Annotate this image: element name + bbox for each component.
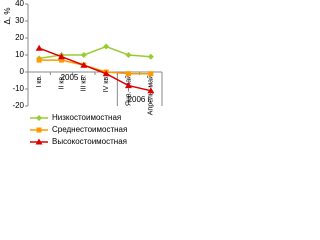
chart: Δ, % -20 -10 0 10 20 30 40 I кв. II кв. III кв. IV… [3,0,163,146]
point [80,61,88,68]
series-line [38,47,152,92]
y-tick-label: -10 [12,84,24,93]
y-tick-label: 30 [15,16,24,25]
point [147,53,154,60]
legend-label: Низкостоимостная [52,113,121,122]
point [148,71,154,77]
legend-label: Высокостоимостная [52,137,127,146]
point [35,138,43,145]
x-tick-label: Янв.–май [124,75,132,106]
point [36,115,42,121]
point [103,43,110,50]
point [102,70,110,77]
point [126,71,131,77]
y-tick-label: 10 [15,50,24,59]
point [125,82,132,89]
y-tick-label: 0 [20,67,25,76]
x-tick-label: Апрель–май [147,75,155,115]
x-tick-label: I кв. [36,75,43,88]
point [125,52,132,58]
group-label: 2006 г. [128,95,152,104]
x-tick-label: II кв. [58,75,65,90]
point [36,127,42,133]
y-axis-label: Δ, % [3,8,12,25]
x-tick-label: III кв. [81,75,88,92]
point [80,52,87,58]
legend-label: Среднестоимостная [52,125,127,134]
point [147,87,155,94]
point [35,44,43,51]
group-label: 2005 г. [61,73,85,82]
point [36,57,42,63]
y-tick-label: 40 [15,0,24,8]
point [59,57,64,63]
x-tick-label: IV кв. [103,75,110,92]
y-tick-label: -20 [12,101,24,110]
series-line [39,45,151,60]
series-line [39,59,151,75]
y-tick-label: 20 [15,33,24,42]
page: Δ, % -20 -10 0 10 20 30 40 I кв. II кв. III кв. IV… [3,0,163,147]
point [58,53,65,60]
